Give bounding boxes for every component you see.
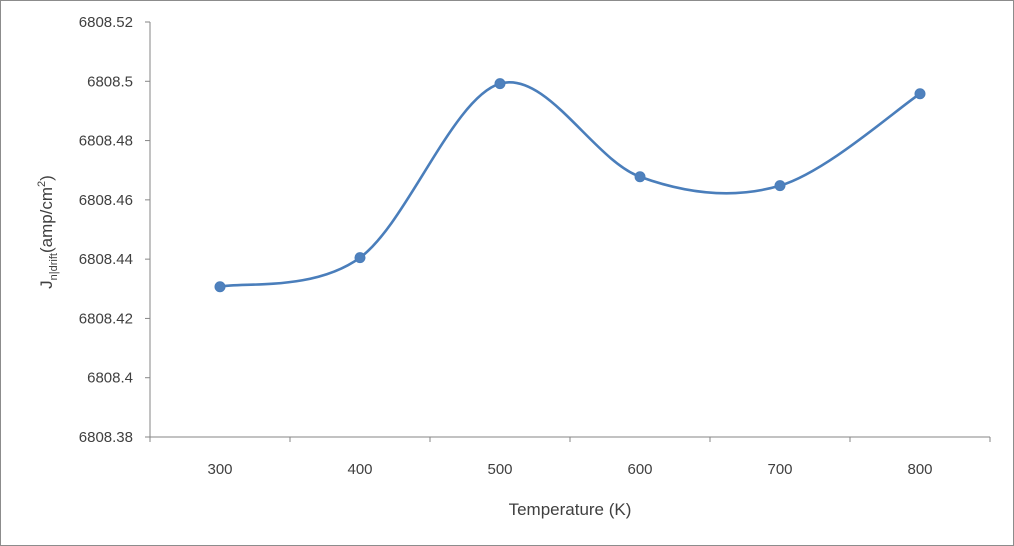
y-tick-label: 6808.5 — [87, 73, 133, 90]
data-markers — [214, 78, 926, 293]
y-axis-title-main: J — [37, 280, 56, 289]
y-tick-label: 6808.38 — [79, 429, 133, 446]
y-axis-title-unit-end: ) — [37, 175, 56, 181]
y-tick-label: 6808.4 — [87, 370, 133, 387]
data-point — [774, 180, 786, 192]
y-axis-title-superscript: 2 — [36, 181, 48, 187]
y-tick-label: 6808.48 — [79, 133, 133, 150]
y-tick-label: 6808.52 — [79, 14, 133, 31]
y-tick-label: 6808.46 — [79, 192, 133, 209]
data-point — [494, 78, 506, 90]
y-tick-label: 6808.42 — [79, 310, 133, 327]
x-axis-ticks: 300 400 500 600 700 800 — [149, 437, 991, 478]
y-tick-label: 6808.44 — [79, 251, 133, 268]
x-axis-title: Temperature (K) — [509, 500, 632, 519]
x-tick-label: 300 — [207, 461, 232, 478]
series-line — [219, 80, 921, 288]
y-axis-title-subscript: n|drift — [48, 253, 60, 280]
x-tick-label: 800 — [907, 461, 932, 478]
x-tick-label: 600 — [627, 461, 652, 478]
x-tick-label: 400 — [347, 461, 372, 478]
y-axis-title-unit: (amp/cm — [37, 187, 56, 253]
y-axis-title: Jn|drift(amp/cm2) — [36, 175, 60, 289]
y-axis-ticks: 6808.38 6808.4 6808.42 6808.44 6808.46 6808.4… — [79, 14, 150, 446]
x-tick-label: 500 — [487, 461, 512, 478]
data-point — [214, 281, 226, 293]
data-point — [354, 252, 366, 264]
x-tick-label: 700 — [767, 461, 792, 478]
data-point — [634, 171, 646, 183]
data-point — [914, 88, 926, 100]
